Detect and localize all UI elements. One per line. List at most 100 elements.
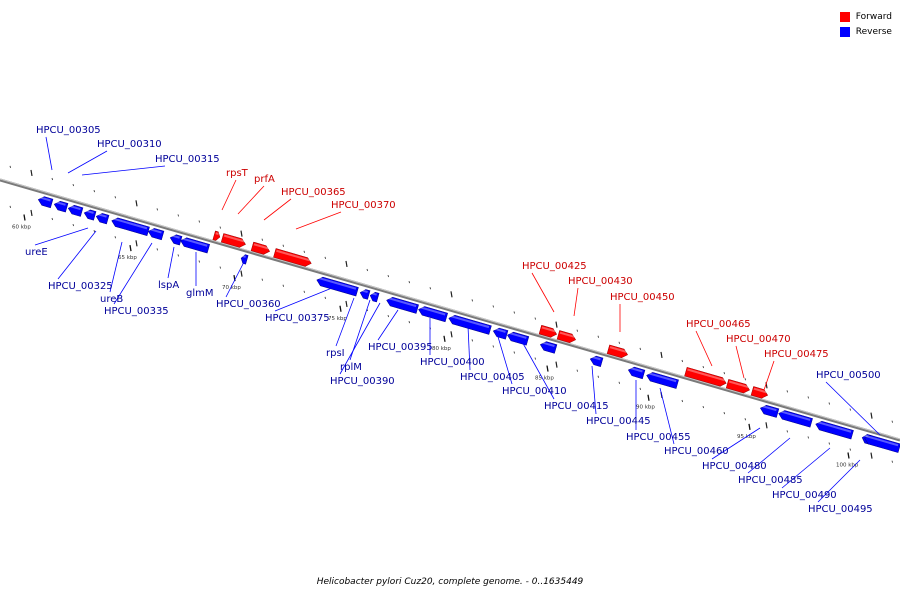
gene-label-hpcu-00390[interactable]: HPCU_00390 — [330, 376, 395, 387]
gene-feature-hpcu-00500[interactable] — [863, 434, 900, 453]
gene-feature-hpcu-00485[interactable] — [777, 409, 813, 428]
gene-feature-rpsi[interactable] — [359, 288, 371, 300]
gene-label-hpcu-00490[interactable]: HPCU_00490 — [772, 490, 837, 501]
gene-arrow[interactable] — [684, 366, 728, 387]
gene-arrow[interactable] — [273, 248, 312, 268]
gene-feature-hpcu-00425[interactable] — [538, 324, 558, 338]
gene-arrow[interactable] — [814, 420, 854, 440]
gene-feature-prfa[interactable] — [220, 233, 247, 248]
gene-arrow[interactable] — [212, 230, 221, 241]
gene-feature-hpcu-00460[interactable] — [645, 371, 679, 389]
gene-arrow[interactable] — [110, 216, 150, 236]
gene-feature-hpcu-00475[interactable] — [750, 386, 769, 400]
gene-label-hpcu-00480[interactable]: HPCU_00480 — [702, 461, 767, 472]
gene-arrow[interactable] — [169, 233, 183, 246]
gene-feature-rplm[interactable] — [369, 291, 380, 303]
gene-arrow[interactable] — [725, 379, 751, 394]
gene-arrow[interactable] — [863, 434, 900, 453]
gene-feature-hpcu-00415[interactable] — [539, 340, 558, 354]
gene-arrow[interactable] — [539, 340, 558, 354]
gene-arrow[interactable] — [53, 200, 69, 213]
gene-label-hpcu-00475[interactable]: HPCU_00475 — [764, 349, 829, 360]
gene-label-hpcu-00405[interactable]: HPCU_00405 — [460, 372, 525, 383]
gene-feature-hpcu-00450[interactable] — [606, 344, 629, 359]
gene-feature-hpcu-00490[interactable] — [814, 420, 854, 440]
gene-label-hpcu-00305[interactable]: HPCU_00305 — [36, 125, 101, 136]
gene-arrow[interactable] — [369, 291, 380, 303]
gene-feature-hpcu-00335[interactable] — [147, 227, 165, 241]
gene-label-rpsi[interactable]: rpsI — [326, 348, 345, 359]
gene-feature-hpcu-00445[interactable] — [589, 355, 604, 367]
gene-label-rpst[interactable]: rpsT — [226, 168, 249, 179]
gene-label-hpcu-00325[interactable]: HPCU_00325 — [48, 281, 113, 292]
gene-label-hpcu-00400[interactable]: HPCU_00400 — [420, 357, 485, 368]
gene-feature-hpcu-00400[interactable] — [448, 314, 492, 335]
gene-feature-lspa[interactable] — [169, 233, 183, 246]
gene-label-hpcu-00360[interactable]: HPCU_00360 — [216, 299, 281, 310]
gene-feature-hpcu-00305[interactable] — [37, 195, 54, 209]
gene-arrow[interactable] — [95, 212, 110, 225]
gene-feature-hpcu-00395[interactable] — [417, 305, 448, 323]
gene-feature-hpcu-00430[interactable] — [556, 330, 577, 344]
gene-feature-ureb[interactable] — [110, 216, 150, 236]
gene-arrow[interactable] — [556, 330, 577, 344]
gene-feature-hpcu-00325[interactable] — [95, 212, 110, 225]
gene-label-hpcu-00410[interactable]: HPCU_00410 — [502, 386, 567, 397]
gene-arrow[interactable] — [385, 296, 419, 314]
gene-label-prfa[interactable]: prfA — [254, 174, 275, 185]
gene-label-rplm[interactable]: rplM — [340, 362, 362, 373]
gene-arrow[interactable] — [645, 371, 679, 389]
gene-arrow[interactable] — [759, 404, 780, 418]
gene-label-hpcu-00450[interactable]: HPCU_00450 — [610, 292, 675, 303]
gene-arrow[interactable] — [606, 344, 629, 359]
gene-label-glmm[interactable]: glmM — [186, 288, 214, 299]
gene-label-ureb[interactable]: ureB — [100, 294, 123, 305]
gene-feature-hpcu-00470[interactable] — [725, 379, 751, 394]
gene-feature-hpcu-00480[interactable] — [759, 404, 780, 418]
gene-arrow[interactable] — [147, 227, 165, 241]
gene-label-lspa[interactable]: lspA — [158, 280, 179, 291]
gene-label-hpcu-00465[interactable]: HPCU_00465 — [686, 319, 751, 330]
gene-feature-hpcu-00360[interactable] — [240, 254, 249, 265]
gene-arrow[interactable] — [37, 195, 54, 209]
gene-feature-hpcu-00455[interactable] — [627, 366, 646, 380]
gene-label-hpcu-00315[interactable]: HPCU_00315 — [155, 154, 220, 165]
gene-arrow[interactable] — [589, 355, 604, 367]
gene-arrow[interactable] — [506, 331, 530, 346]
gene-arrow[interactable] — [220, 233, 247, 248]
gene-label-hpcu-00365[interactable]: HPCU_00365 — [281, 187, 346, 198]
gene-label-hpcu-00460[interactable]: HPCU_00460 — [664, 446, 729, 457]
gene-feature-hpcu-00405[interactable] — [492, 327, 509, 340]
gene-feature-hpcu-00365[interactable] — [250, 241, 271, 256]
gene-arrow[interactable] — [83, 209, 97, 221]
gene-label-hpcu-00445[interactable]: HPCU_00445 — [586, 416, 651, 427]
gene-label-hpcu-00425[interactable]: HPCU_00425 — [522, 261, 587, 272]
gene-feature-hpcu-00310[interactable] — [53, 200, 69, 213]
gene-arrow[interactable] — [627, 366, 646, 380]
gene-label-hpcu-00370[interactable]: HPCU_00370 — [331, 200, 396, 211]
gene-label-hpcu-00455[interactable]: HPCU_00455 — [626, 432, 691, 443]
gene-arrow[interactable] — [417, 305, 448, 323]
gene-arrow[interactable] — [179, 236, 210, 254]
gene-arrow[interactable] — [67, 204, 84, 217]
gene-arrow[interactable] — [316, 276, 359, 297]
gene-feature-hpcu-00410[interactable] — [506, 331, 530, 346]
gene-label-hpcu-00485[interactable]: HPCU_00485 — [738, 475, 803, 486]
gene-feature-uree[interactable] — [83, 209, 97, 221]
gene-label-hpcu-00415[interactable]: HPCU_00415 — [544, 401, 609, 412]
gene-label-uree[interactable]: ureE — [25, 247, 48, 258]
gene-arrow[interactable] — [359, 288, 371, 300]
gene-arrow[interactable] — [538, 324, 558, 338]
gene-label-hpcu-00310[interactable]: HPCU_00310 — [97, 139, 162, 150]
gene-arrow[interactable] — [448, 314, 492, 335]
gene-arrow[interactable] — [250, 241, 271, 256]
gene-arrow[interactable] — [750, 386, 769, 400]
gene-feature-hpcu-00375[interactable] — [316, 276, 359, 297]
gene-feature-hpcu-00370[interactable] — [273, 248, 312, 268]
gene-feature-hpcu-00465[interactable] — [684, 366, 728, 387]
gene-arrow[interactable] — [492, 327, 509, 340]
gene-label-hpcu-00470[interactable]: HPCU_00470 — [726, 334, 791, 345]
gene-label-hpcu-00430[interactable]: HPCU_00430 — [568, 276, 633, 287]
gene-feature-rpst[interactable] — [212, 230, 221, 241]
gene-arrow[interactable] — [777, 409, 813, 428]
